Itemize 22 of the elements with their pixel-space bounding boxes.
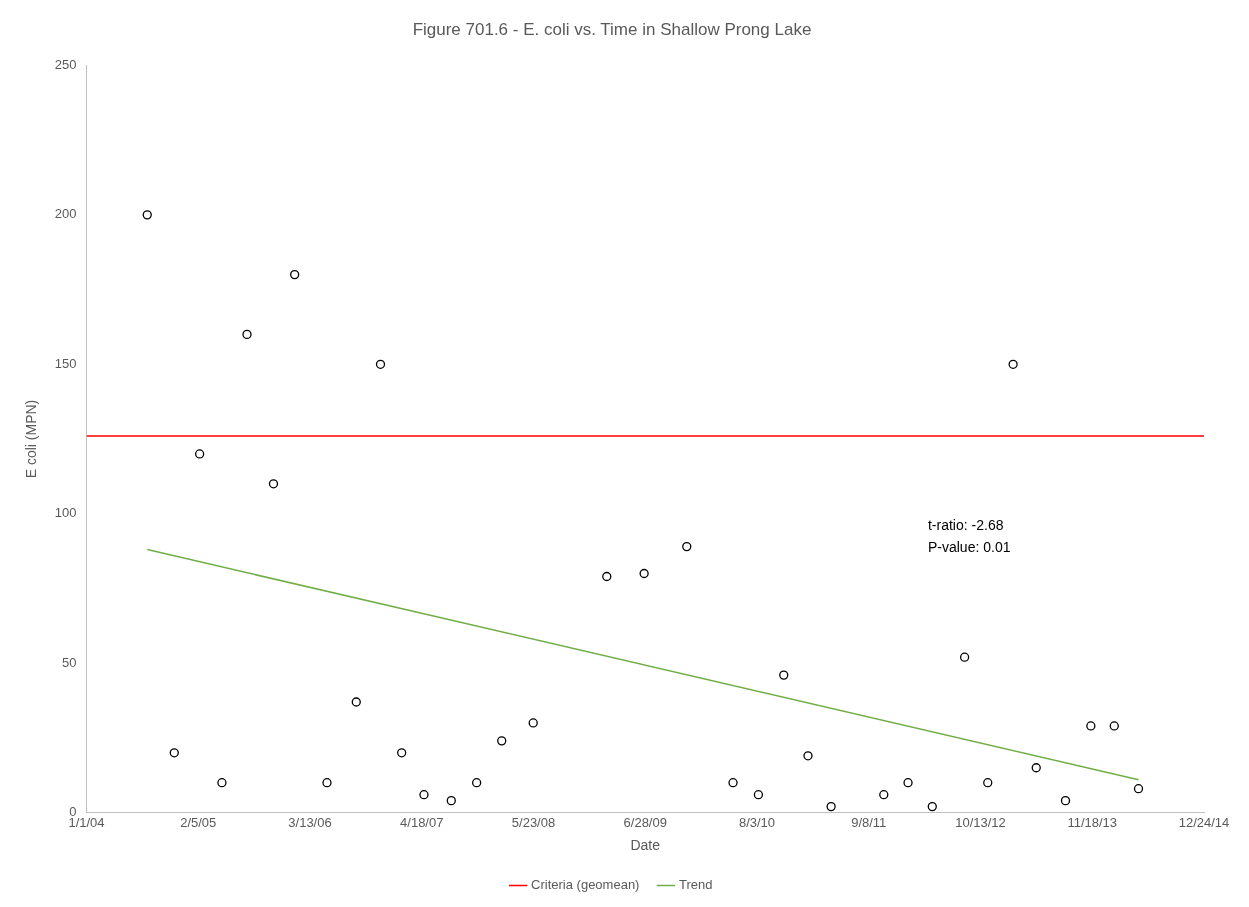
x-tick-label: 2/5/05 — [180, 814, 217, 830]
y-tick-label: 50 — [62, 654, 77, 670]
y-tick-label: 150 — [54, 355, 77, 371]
x-tick-label: 4/18/07 — [400, 814, 444, 830]
legend-label: Criteria (geomean) — [531, 877, 640, 893]
chart-title: Figure 701.6 - E. coli vs. Time in Shallow Prong Lake — [412, 19, 812, 39]
x-tick-label: 5/23/08 — [511, 814, 556, 830]
annotation: P-value: 0.01 — [927, 539, 1011, 556]
x-axis-title: Date — [630, 837, 661, 854]
x-tick-label: 6/28/09 — [623, 814, 667, 830]
annotation: t-ratio: -2.68 — [927, 517, 1004, 534]
x-tick-label: 3/13/06 — [288, 814, 332, 830]
x-tick-label: 12/24/14 — [1178, 814, 1230, 830]
legend-label: Trend — [678, 877, 713, 893]
y-tick-label: 100 — [54, 505, 77, 521]
x-tick-label: 11/18/13 — [1067, 814, 1118, 830]
x-tick-label: 8/3/10 — [738, 814, 776, 830]
y-tick-label: 200 — [54, 206, 77, 222]
x-tick-label: 10/13/12 — [955, 814, 1006, 830]
y-tick-label: 250 — [54, 56, 77, 72]
y-axis-title: E coli (MPN) — [23, 399, 40, 479]
x-tick-label: 9/8/11 — [851, 814, 887, 830]
